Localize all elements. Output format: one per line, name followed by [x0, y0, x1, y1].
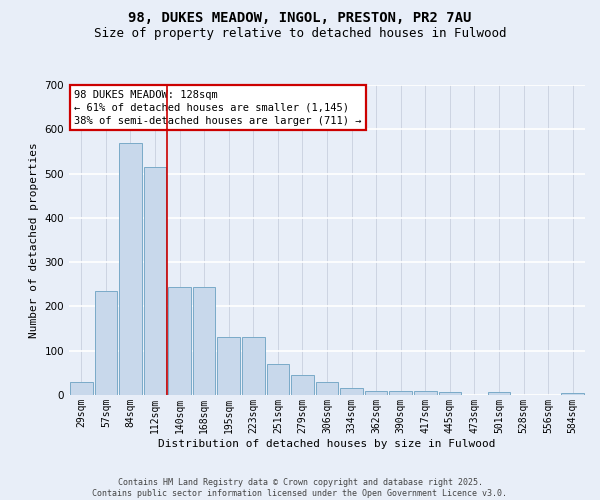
Bar — [193, 286, 215, 395]
Text: Contains HM Land Registry data © Crown copyright and database right 2025.
Contai: Contains HM Land Registry data © Crown c… — [92, 478, 508, 498]
Bar — [70, 382, 92, 395]
Bar — [242, 338, 265, 395]
Bar — [488, 392, 511, 395]
Bar — [266, 364, 289, 395]
Y-axis label: Number of detached properties: Number of detached properties — [29, 142, 39, 338]
Text: 98 DUKES MEADOW: 128sqm
← 61% of detached houses are smaller (1,145)
38% of semi: 98 DUKES MEADOW: 128sqm ← 61% of detache… — [74, 90, 362, 126]
Bar — [168, 286, 191, 395]
Bar — [143, 167, 166, 395]
Bar — [414, 390, 437, 395]
Bar — [291, 375, 314, 395]
Bar — [389, 390, 412, 395]
Text: Size of property relative to detached houses in Fulwood: Size of property relative to detached ho… — [94, 28, 506, 40]
Bar — [340, 388, 363, 395]
Bar — [119, 142, 142, 395]
Bar — [365, 390, 388, 395]
Bar — [439, 392, 461, 395]
Bar — [562, 393, 584, 395]
X-axis label: Distribution of detached houses by size in Fulwood: Distribution of detached houses by size … — [158, 438, 496, 448]
Bar — [217, 338, 240, 395]
Bar — [95, 291, 117, 395]
Text: 98, DUKES MEADOW, INGOL, PRESTON, PR2 7AU: 98, DUKES MEADOW, INGOL, PRESTON, PR2 7A… — [128, 11, 472, 25]
Bar — [316, 382, 338, 395]
